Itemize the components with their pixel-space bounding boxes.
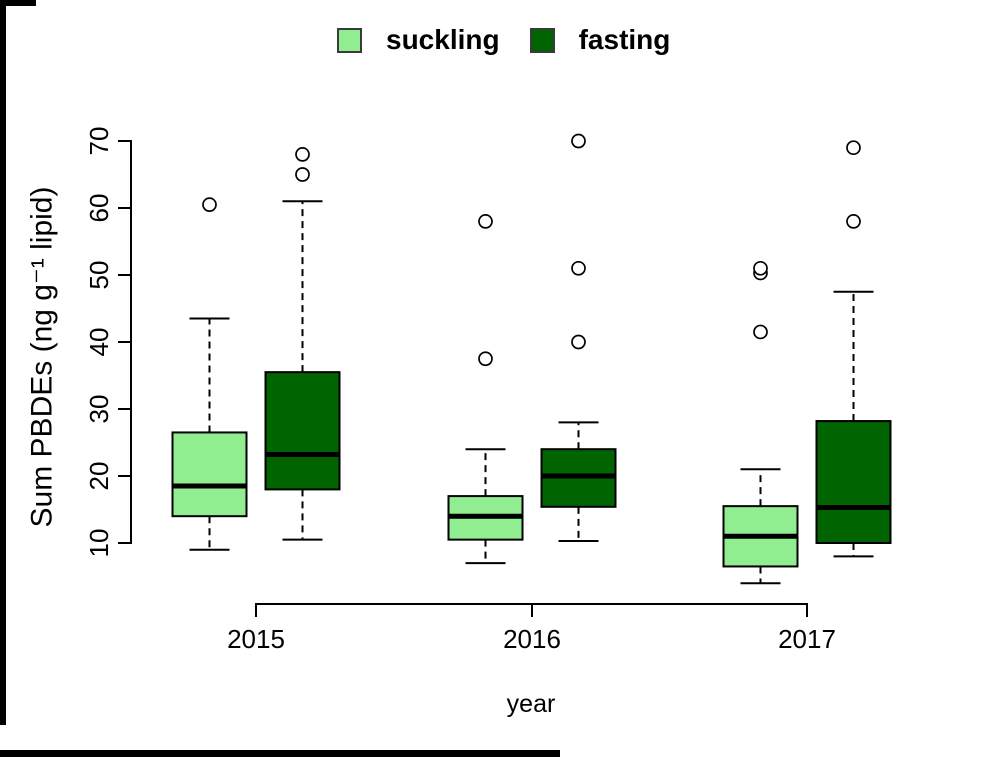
y-axis-tick-label: 70 — [84, 127, 114, 156]
iqr-box — [171, 431, 248, 518]
chart-legend: suckling fasting — [337, 24, 670, 56]
outlier-point — [571, 133, 586, 149]
x-axis-tick-label: 2017 — [778, 624, 836, 654]
box-2015-suckling — [171, 197, 248, 551]
legend-label-suckling: suckling — [386, 24, 500, 55]
legend-item-suckling: suckling — [337, 24, 500, 56]
box-2017-suckling — [722, 260, 799, 585]
y-axis-tick-label: 60 — [84, 194, 114, 223]
axes: 10 20 30 40 50 60 70 2015 2016 2017 — [84, 127, 836, 654]
x-axis-tick-label: 2016 — [503, 624, 561, 654]
box-2016-fasting — [540, 133, 617, 542]
outlier-point — [571, 260, 586, 276]
y-axis-tick-label: 50 — [84, 261, 114, 290]
legend-swatch-fasting — [529, 27, 555, 53]
legend-label-fasting: fasting — [578, 24, 671, 55]
outlier-point — [478, 351, 493, 367]
screenshot-edge-artifact-top — [0, 0, 36, 6]
box-2016-suckling — [447, 214, 524, 565]
outlier-point — [846, 140, 861, 156]
screenshot-edge-artifact-left — [0, 0, 6, 725]
iqr-box — [264, 371, 341, 491]
outlier-point — [753, 324, 768, 340]
legend-swatch-suckling — [337, 27, 362, 53]
outlier-point — [295, 167, 310, 182]
x-axis-tick-label: 2015 — [227, 624, 285, 654]
y-axis-title: Sum PBDEs (ng g⁻¹ lipid) — [26, 187, 59, 528]
outlier-point — [753, 260, 768, 276]
outlier-point — [478, 214, 493, 229]
y-axis-tick-label: 30 — [84, 395, 114, 424]
iqr-box — [815, 420, 892, 544]
screenshot-edge-artifact-bottom — [0, 750, 560, 757]
box-2017-fasting — [815, 140, 892, 558]
box-series — [171, 133, 892, 585]
outlier-point — [202, 197, 217, 212]
outlier-point — [571, 334, 586, 350]
box-2015-fasting — [264, 147, 341, 541]
y-axis-tick-label: 40 — [84, 328, 114, 357]
outlier-point — [295, 147, 310, 162]
y-axis-tick-label: 20 — [84, 462, 114, 491]
outlier-point — [846, 214, 861, 229]
y-axis-tick-label: 10 — [84, 529, 114, 558]
x-axis-title: year — [507, 690, 556, 718]
legend-item-fasting: fasting — [529, 24, 671, 56]
